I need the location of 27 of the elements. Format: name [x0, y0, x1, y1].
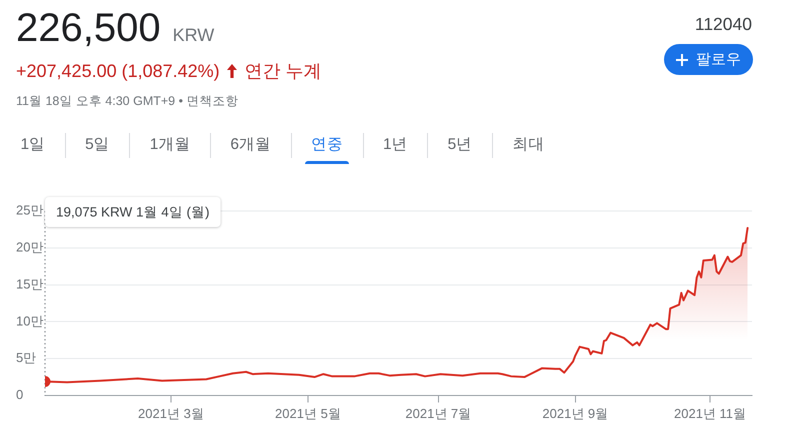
y-tick-label: 0: [16, 387, 24, 402]
x-tick-label: 2021년 11월: [674, 406, 746, 421]
text: 11월 18일 오후 4:30 GMT+9 • 면책조항: [16, 93, 238, 109]
text: 5년: [448, 135, 472, 155]
chart-title: 226,500: [16, 5, 161, 51]
x-tick-label: 2021년 7월: [405, 406, 472, 421]
text: 최대: [512, 135, 544, 155]
x-tick-label: 2021년 3월: [138, 406, 204, 421]
annotation: 19,075 KRW 1월 4일 (월): [56, 204, 210, 220]
x-tick-label: 2021년 9월: [542, 406, 608, 421]
text: 1개월: [150, 135, 190, 155]
text: 112040: [694, 13, 752, 35]
text: 팔로우: [696, 50, 741, 68]
text: +207,425.00 (1,087.42%): [16, 61, 220, 81]
text: 1일: [20, 135, 46, 155]
y-tick-label: 5만: [16, 350, 36, 366]
text: 6개월: [230, 135, 271, 155]
x-tick-label: 2021년 5월: [275, 406, 341, 421]
y-tick-label: 25만: [16, 202, 44, 218]
text: 연간 누계: [244, 61, 322, 81]
text: 연중: [311, 135, 343, 155]
text: 1년: [383, 135, 408, 155]
text: 5일: [85, 135, 110, 155]
y-tick-label: 10만: [16, 313, 44, 328]
text: KRW: [172, 25, 214, 46]
y-tick-label: 20만: [16, 239, 44, 254]
y-tick-label: 15만: [16, 276, 44, 292]
